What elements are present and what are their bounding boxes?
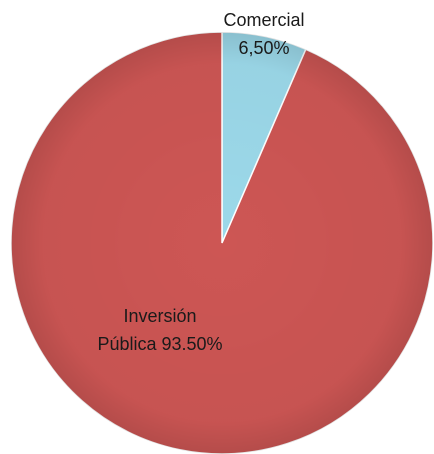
slice-label: Comercial 6,50% [216,6,312,62]
value-label: 6,50% [238,38,290,58]
slice-label-text: Comercial 6,50% [216,6,312,62]
slice-label: Inversión Pública 93.50% [93,302,227,358]
category-label: Comercial [223,10,305,30]
pie-slice [10,31,434,454]
slice-label-text: Inversión Pública 93.50% [93,302,227,358]
value-label: 93.50% [161,334,223,354]
category-label: Inversión Pública [97,306,197,354]
